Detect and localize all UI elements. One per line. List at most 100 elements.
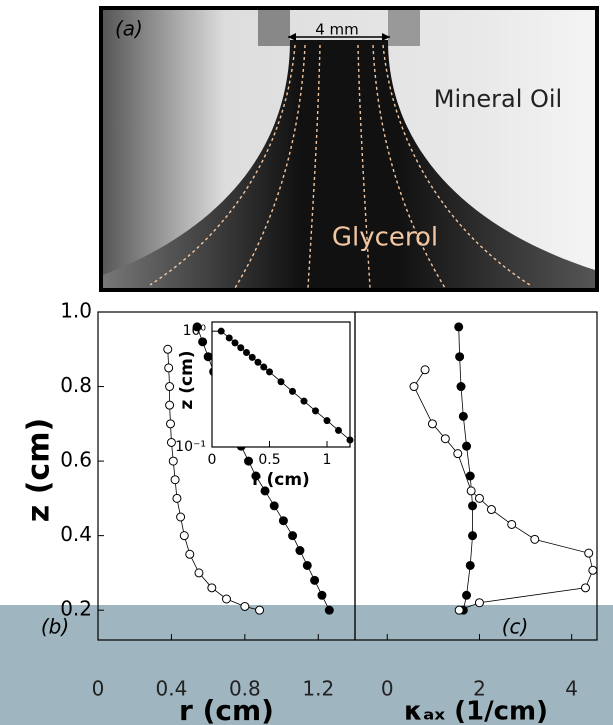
data-point bbox=[462, 590, 472, 600]
data-point bbox=[323, 417, 331, 425]
data-point bbox=[164, 363, 174, 373]
fluid-label: Mineral Oil bbox=[434, 85, 562, 113]
x-axis-label: r (cm) bbox=[179, 694, 274, 725]
data-point bbox=[588, 565, 598, 575]
data-point bbox=[468, 531, 478, 541]
data-point bbox=[269, 501, 279, 511]
x-tick-label: 0 bbox=[208, 452, 217, 468]
data-point bbox=[454, 605, 464, 615]
data-point bbox=[192, 322, 202, 332]
data-point bbox=[335, 426, 342, 434]
data-point bbox=[420, 365, 430, 375]
y-tick-label: 0.6 bbox=[60, 448, 92, 472]
x-tick-label: 0.8 bbox=[229, 677, 261, 701]
data-point bbox=[166, 419, 176, 429]
data-point bbox=[486, 505, 496, 515]
data-point bbox=[243, 349, 250, 357]
data-point bbox=[240, 601, 250, 611]
series-line bbox=[220, 330, 351, 441]
fluid-label: Glycerol bbox=[332, 223, 438, 253]
data-point bbox=[203, 352, 213, 362]
x-tick-label: 0.4 bbox=[156, 677, 188, 701]
data-point bbox=[237, 344, 245, 352]
data-point bbox=[277, 378, 285, 386]
x-tick-label: 2 bbox=[473, 677, 486, 701]
data-point bbox=[507, 519, 517, 529]
data-point bbox=[255, 605, 265, 615]
data-point bbox=[168, 456, 178, 466]
data-point bbox=[260, 486, 270, 496]
data-point bbox=[454, 322, 464, 332]
data-point bbox=[172, 493, 182, 503]
y-axis-label: z (cm) bbox=[22, 418, 57, 522]
data-point bbox=[427, 419, 437, 429]
data-point bbox=[289, 387, 296, 395]
data-point bbox=[166, 437, 176, 447]
data-point bbox=[462, 441, 472, 451]
data-point bbox=[244, 456, 254, 466]
data-point bbox=[254, 358, 262, 366]
data-point bbox=[185, 549, 195, 559]
y-tick-label: 0.2 bbox=[60, 597, 92, 621]
y-tick-label: 10⁻¹ bbox=[175, 439, 206, 455]
data-point bbox=[225, 334, 233, 342]
data-point bbox=[409, 382, 419, 392]
data-point bbox=[584, 548, 594, 558]
y-tick-label: 0.8 bbox=[60, 373, 92, 397]
data-point bbox=[465, 560, 475, 570]
x-axis-label: κₐₓ (1/cm) bbox=[404, 697, 548, 725]
x-tick-label: 0 bbox=[92, 677, 105, 701]
data-point bbox=[251, 471, 261, 481]
panel-label: (b) bbox=[41, 615, 69, 639]
y-tick-label: 1.0 bbox=[60, 299, 92, 323]
data-point bbox=[163, 344, 173, 354]
data-point bbox=[474, 493, 484, 503]
x-tick-label: 1 bbox=[323, 452, 332, 468]
data-point bbox=[302, 560, 312, 570]
data-point bbox=[278, 516, 288, 526]
y-tick-label: 10⁰ bbox=[183, 323, 207, 339]
data-point bbox=[317, 590, 327, 600]
data-point bbox=[580, 583, 590, 593]
data-point bbox=[346, 436, 354, 444]
data-point bbox=[456, 382, 466, 392]
series-line bbox=[413, 369, 594, 611]
data-point bbox=[288, 531, 298, 541]
data-point bbox=[530, 534, 540, 544]
data-point bbox=[453, 449, 463, 459]
overlay-strip bbox=[0, 605, 613, 725]
x-tick-label: 0 bbox=[381, 677, 394, 701]
data-point bbox=[176, 512, 186, 522]
data-point bbox=[231, 339, 239, 347]
photo-panel bbox=[99, 6, 599, 292]
scale-label: 4 mm bbox=[315, 21, 359, 39]
panel-label: (c) bbox=[502, 615, 529, 639]
data-point bbox=[455, 352, 465, 362]
data-point bbox=[474, 598, 484, 608]
data-point bbox=[312, 407, 319, 415]
x-axis-label: r (cm) bbox=[252, 470, 310, 490]
data-point bbox=[295, 546, 305, 556]
data-point bbox=[466, 486, 476, 496]
panel-label: (a) bbox=[115, 17, 143, 41]
y-tick-label: 0.4 bbox=[60, 522, 92, 546]
data-point bbox=[260, 363, 268, 371]
data-point bbox=[222, 594, 231, 604]
data-point bbox=[465, 471, 475, 481]
data-point bbox=[324, 605, 334, 615]
data-point bbox=[310, 575, 320, 585]
y-axis-label: z (cm) bbox=[177, 350, 197, 409]
data-point bbox=[170, 475, 180, 485]
x-tick-label: 0.5 bbox=[258, 452, 280, 468]
data-point bbox=[300, 397, 308, 405]
data-point bbox=[165, 382, 175, 392]
x-tick-label: 1.2 bbox=[302, 677, 334, 701]
data-point bbox=[165, 400, 175, 410]
data-point bbox=[217, 327, 225, 335]
plot-frame bbox=[354, 311, 598, 641]
data-point bbox=[179, 531, 189, 541]
data-point bbox=[458, 411, 468, 421]
data-point bbox=[266, 368, 273, 376]
data-point bbox=[440, 434, 450, 444]
